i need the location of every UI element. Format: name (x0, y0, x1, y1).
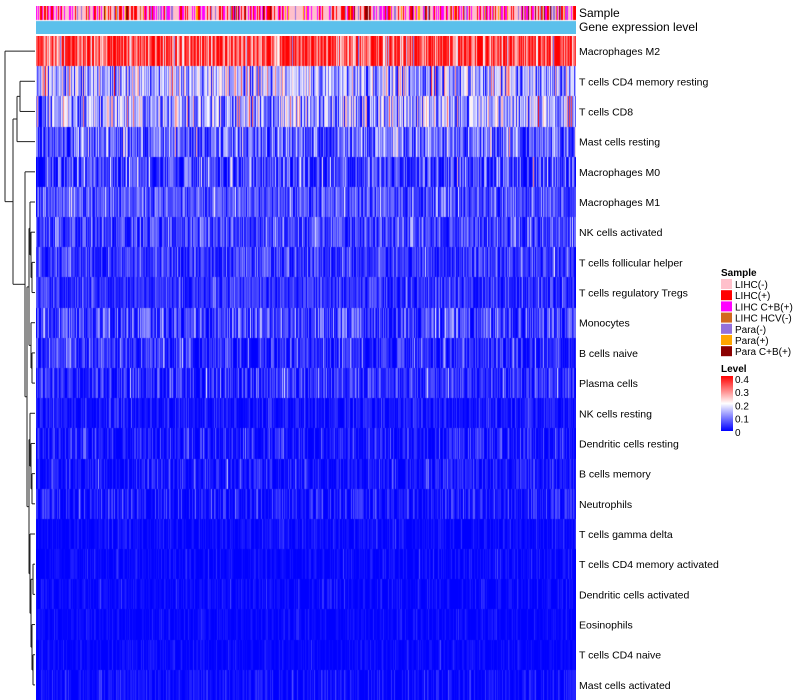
row-label: Mast cells activated (579, 680, 671, 692)
annotation-label-expression: Gene expression level (579, 20, 698, 34)
sample-legend-swatch (721, 312, 732, 323)
level-legend: Level 0.4 0.3 0.2 0.1 0 (721, 364, 749, 439)
row-label: Macrophages M1 (579, 197, 660, 209)
sample-legend-label: Para(-) (735, 325, 766, 336)
row-label: B cells naive (579, 348, 638, 360)
annotation-tracks (36, 6, 576, 34)
row-label: T cells regulatory Tregs (579, 288, 688, 300)
row-label: T cells CD4 memory activated (579, 559, 719, 571)
sample-legend-title: Sample (721, 268, 757, 279)
row-label: Dendritic cells activated (579, 589, 689, 601)
sample-legend-swatch (721, 323, 732, 334)
row-label: Plasma cells (579, 378, 638, 390)
row-label: Dendritic cells resting (579, 438, 679, 450)
row-label: Macrophages M2 (579, 46, 660, 58)
sample-legend: Sample LIHC(-)LIHC(+)LIHC C+B(+)LIHC HCV… (721, 268, 793, 358)
row-label: Neutrophils (579, 499, 632, 511)
level-legend-tick: 0.1 (735, 415, 749, 426)
row-label: T cells gamma delta (579, 529, 673, 541)
row-label: T cells follicular helper (579, 257, 683, 269)
annotation-label-sample: Sample (579, 6, 620, 20)
row-labels: Macrophages M2 T cells CD4 memory resting… (579, 46, 719, 692)
row-label: B cells memory (579, 469, 652, 481)
sample-legend-label: Para(+) (735, 336, 769, 347)
level-legend-tick: 0.2 (735, 401, 749, 412)
level-legend-tick: 0 (735, 428, 741, 439)
row-label: T cells CD4 naive (579, 650, 661, 662)
row-label: Monocytes (579, 318, 630, 330)
row-label: Macrophages M0 (579, 167, 660, 179)
row-label: T cells CD8 (579, 106, 633, 118)
row-label: Mast cells resting (579, 137, 660, 149)
sample-legend-swatch (721, 279, 732, 289)
row-label: NK cells activated (579, 227, 663, 239)
row-label: Eosinophils (579, 620, 633, 632)
sample-legend-label: LIHC(+) (735, 291, 770, 302)
sample-legend-swatch (721, 346, 732, 357)
row-dendrogram (4, 50, 35, 686)
sample-legend-swatch (721, 301, 732, 312)
sample-legend-swatch (721, 335, 732, 345)
sample-legend-swatch (721, 290, 732, 301)
level-legend-tick: 0.4 (735, 375, 749, 386)
heatmap-cells (36, 36, 576, 700)
row-label: T cells CD4 memory resting (579, 76, 708, 88)
row-label: NK cells resting (579, 408, 652, 420)
level-colorbar (721, 376, 733, 431)
sample-legend-label: LIHC(-) (735, 280, 768, 291)
sample-legend-label: LIHC HCV(-) (735, 314, 792, 325)
sample-legend-label: Para C+B(+) (735, 347, 791, 358)
sample-legend-label: LIHC C+B(+) (735, 302, 793, 313)
level-legend-tick: 0.3 (735, 388, 749, 399)
level-legend-title: Level (721, 364, 747, 375)
